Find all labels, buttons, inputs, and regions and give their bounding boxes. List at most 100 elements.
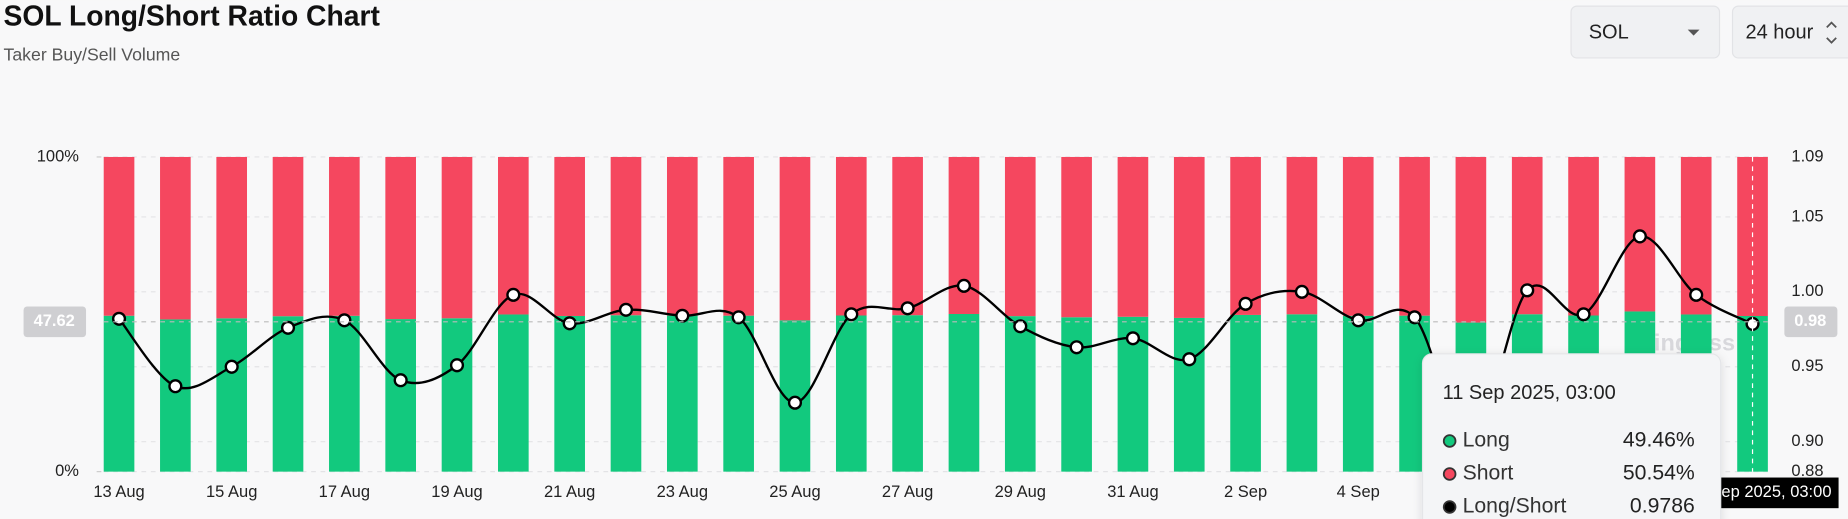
bar-segment (1342, 156, 1374, 316)
y-tick-label: 100% (37, 147, 80, 165)
ratio-point (224, 359, 239, 374)
x-tick-label: 17 Aug (319, 483, 370, 501)
ratio-point (1520, 283, 1535, 298)
bar-segment (498, 314, 529, 472)
tooltip-name: Long (1463, 429, 1510, 452)
bar-segment (1230, 156, 1261, 315)
y2-tick-label: 0.95 (1791, 357, 1823, 375)
ratio-point (280, 320, 296, 335)
ratio-point (1125, 331, 1141, 346)
bar-segment (103, 156, 135, 316)
y2-tick-label: 0.88 (1791, 462, 1823, 480)
x-tick-label: 19 Aug (431, 483, 482, 501)
ratio-point (956, 278, 972, 293)
x-tick-label: 31 Aug (1107, 483, 1158, 501)
select-text[interactable]: 24 hour (1745, 22, 1813, 44)
bar-segment (554, 315, 585, 472)
bar-segment (835, 315, 867, 472)
bar-segment (610, 156, 642, 316)
ratio-point (337, 313, 352, 328)
tooltip-dot (1442, 434, 1457, 448)
bar-segment (385, 156, 416, 320)
bar-segment (1004, 316, 1036, 472)
bar-segment (329, 315, 360, 472)
x-tick-label: 2 Sep (1224, 483, 1267, 501)
bar-segment (1230, 314, 1261, 472)
bar-segment (272, 316, 304, 472)
ratio-point (1407, 310, 1422, 325)
y2-tick-label: 1.00 (1791, 282, 1823, 300)
bar-segment (723, 315, 754, 472)
bar-segment (1399, 156, 1430, 316)
ratio-point (1238, 296, 1253, 311)
crosshair-y-label: 47.62 (34, 312, 75, 330)
y2-tick-label: 0.90 (1791, 432, 1823, 450)
bar-segment (216, 318, 248, 472)
ratio-point (168, 379, 183, 394)
bar-segment (892, 156, 923, 316)
ratio-point (393, 373, 408, 388)
select-box[interactable] (1731, 5, 1848, 59)
tooltip-dot (1442, 500, 1457, 514)
tooltip-value: 0.9786 (1630, 495, 1695, 518)
y-tick-label: 0% (55, 462, 79, 480)
ratio-point (618, 302, 634, 317)
crosshair-x-label: 11 Sep 2025, 03:00 (1689, 483, 1832, 501)
bar-segment (666, 315, 698, 472)
tooltip-value: 50.54% (1623, 462, 1695, 485)
bar-segment (441, 156, 473, 319)
interval-select[interactable]: 24 hour (1731, 5, 1848, 59)
ratio-point (787, 395, 803, 410)
x-tick-label: 15 Aug (206, 483, 257, 501)
select-box[interactable] (1570, 5, 1721, 59)
tooltip-title: 11 Sep 2025, 03:00 (1443, 382, 1616, 404)
tooltip-name: Short (1463, 462, 1514, 485)
crosshair-y-box (23, 306, 87, 338)
ratio-point (1576, 307, 1591, 322)
bar-segment (103, 315, 135, 472)
bar-segment (610, 315, 642, 472)
bar-segment (441, 318, 473, 472)
bar-segment (1004, 156, 1036, 317)
subtitle: Taker Buy/Sell Volume (4, 44, 181, 64)
ratio-point (844, 307, 859, 322)
title: SOL Long/Short Ratio Chart (4, 0, 381, 31)
bar-segment (1173, 156, 1205, 318)
ratio-point (449, 358, 465, 373)
ratio-point (1351, 313, 1366, 328)
bar-segment (1342, 315, 1374, 472)
bar-segment (1286, 314, 1318, 472)
tooltip-name: Long/Short (1463, 495, 1567, 518)
y2-tick-label: 1.05 (1791, 207, 1823, 225)
bar-segment (554, 156, 585, 316)
x-tick-label: 27 Aug (882, 483, 933, 501)
ratio-point (506, 287, 521, 302)
x-tick-label: 23 Aug (657, 483, 708, 501)
bar-segment (1455, 156, 1487, 323)
bar-segment (1568, 156, 1599, 316)
bar-segment (385, 319, 416, 472)
symbol-select[interactable]: SOL (1570, 5, 1721, 59)
bar-segment (779, 156, 811, 321)
bar-segment (216, 156, 248, 319)
ratio-point (1294, 284, 1309, 299)
ratio-point (900, 301, 915, 316)
bar-segment (666, 156, 698, 316)
bar-segment (892, 315, 923, 472)
select-text[interactable]: SOL (1589, 22, 1629, 44)
tooltip-dot (1442, 467, 1457, 481)
ratio-point (1069, 340, 1084, 355)
bar-segment (272, 156, 304, 317)
tooltip: 11 Sep 2025, 03:00 Long 49.46% Short 50.54% L… (1421, 353, 1722, 519)
x-tick-label: 13 Aug (93, 483, 144, 501)
caret (1687, 29, 1700, 36)
ratio-point (1182, 352, 1197, 367)
ratio-point (1632, 229, 1647, 244)
bar-segment (723, 156, 754, 316)
y2-tick-label: 1.09 (1791, 147, 1823, 165)
bar-segment (835, 156, 867, 316)
ratio-point (1013, 319, 1028, 334)
x-tick-label: 4 Sep (1337, 483, 1380, 501)
